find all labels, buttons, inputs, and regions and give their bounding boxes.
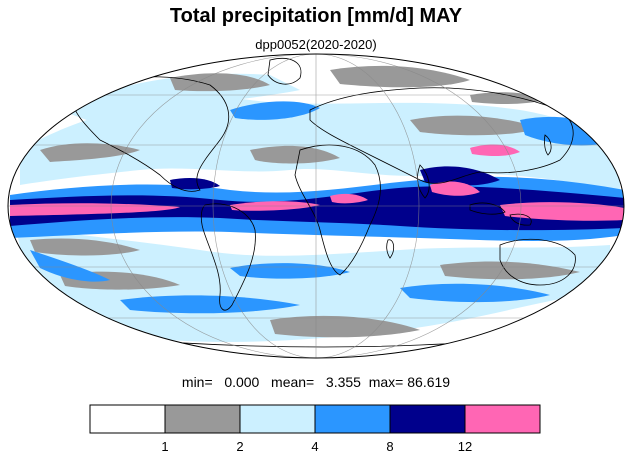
extreme-precip-areas [10,144,624,221]
max-label: max= [368,374,404,390]
colorbar-swatch [239,404,316,434]
mean-value: 3.355 [325,374,361,390]
colorbar-tick-label: 4 [311,439,318,454]
low-precip-areas [30,65,580,338]
colorbar-legend: 1 2 4 8 12 [89,404,541,454]
colorbar-tick-label: 8 [386,439,393,454]
mean-label: mean= [271,374,315,390]
colorbar-tick-label: 1 [161,439,168,454]
map-title: Total precipitation [mm/d] MAY [169,5,463,27]
colorbar-swatch [464,404,541,434]
heavy-precip-areas [10,166,624,231]
min-value: 0.000 [224,374,260,390]
colorbar-tick-label: 12 [458,439,472,454]
colorbar-swatch [314,404,391,434]
globe-outline [7,53,625,359]
colorbar-swatch [164,404,241,434]
map-subtitle: dpp0052(2020-2020) [255,37,377,52]
colorbar-tick-label: 2 [236,439,243,454]
precipitation-map [7,53,625,359]
colorbar-swatch [89,404,166,434]
min-label: min= [181,374,213,390]
statistics-line: min= 0.000 mean= 3.355 max= 86.619 [0,374,632,390]
max-value: 86.619 [407,374,451,390]
colorbar-swatch [389,404,466,434]
